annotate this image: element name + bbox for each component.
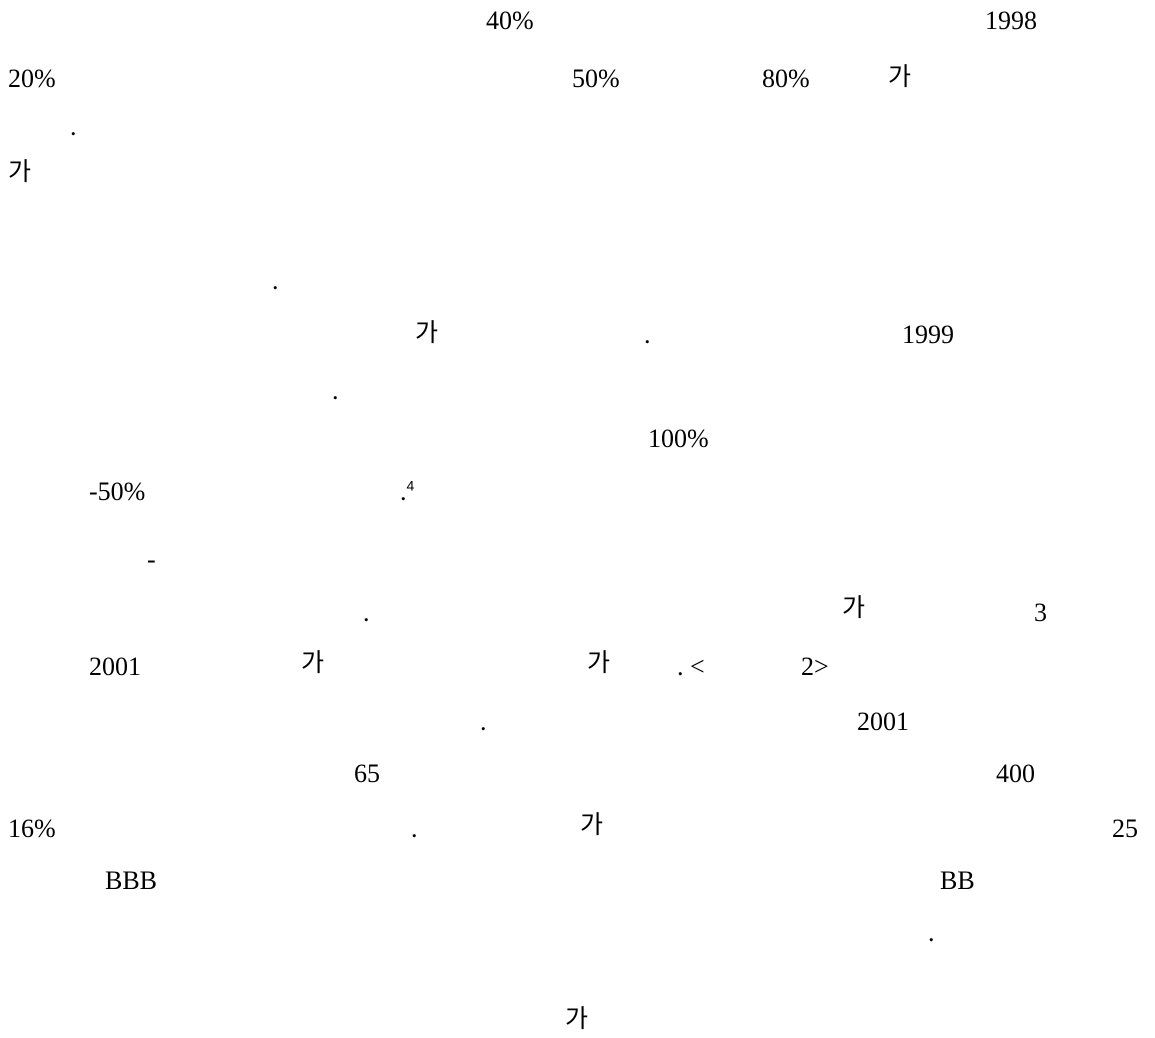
text-fragment: 3	[1034, 598, 1047, 627]
text-fragment: .	[928, 918, 935, 947]
text-fragment: 가	[580, 810, 604, 839]
text-fragment: 가	[565, 1004, 589, 1033]
text-fragment: 400	[996, 759, 1035, 788]
text-fragment: .	[411, 814, 418, 843]
text-fragment: .4	[400, 477, 415, 506]
text-fragment: 20%	[8, 64, 56, 93]
text-fragment: 가	[415, 318, 439, 347]
text-fragment: 40%	[486, 6, 534, 35]
text-fragment: 2001	[89, 652, 141, 681]
text-fragment: 가	[587, 648, 611, 677]
text-fragment: 25	[1112, 814, 1138, 843]
footnote-marker: 4	[406, 477, 415, 494]
text-fragment: .	[70, 112, 77, 141]
text-fragment: 65	[354, 759, 380, 788]
text-fragment: -	[147, 545, 156, 574]
text-fragment: .	[363, 598, 370, 627]
text-fragment: . <	[677, 652, 705, 681]
text-fragment: 2>	[801, 652, 829, 681]
text-fragment: .	[644, 320, 651, 349]
text-fragment: 가	[301, 648, 325, 677]
text-fragment: -50%	[89, 477, 146, 506]
text-fragment: BBB	[105, 866, 158, 895]
text-fragment: .	[332, 376, 339, 405]
text-fragment: .	[272, 266, 279, 295]
text-fragment: 가	[888, 62, 912, 91]
text-fragment: 16%	[8, 814, 56, 843]
text-fragment: 가	[8, 157, 32, 186]
text-fragment: 1998	[985, 6, 1037, 35]
text-fragment: 50%	[572, 64, 620, 93]
text-fragment: 가	[842, 593, 866, 622]
text-fragment: BB	[940, 866, 975, 895]
text-fragment: 80%	[762, 64, 810, 93]
text-fragment: 2001	[857, 707, 909, 736]
text-fragment: 1999	[902, 320, 954, 349]
text-fragment: .	[480, 707, 487, 736]
text-fragment: 100%	[648, 424, 709, 453]
